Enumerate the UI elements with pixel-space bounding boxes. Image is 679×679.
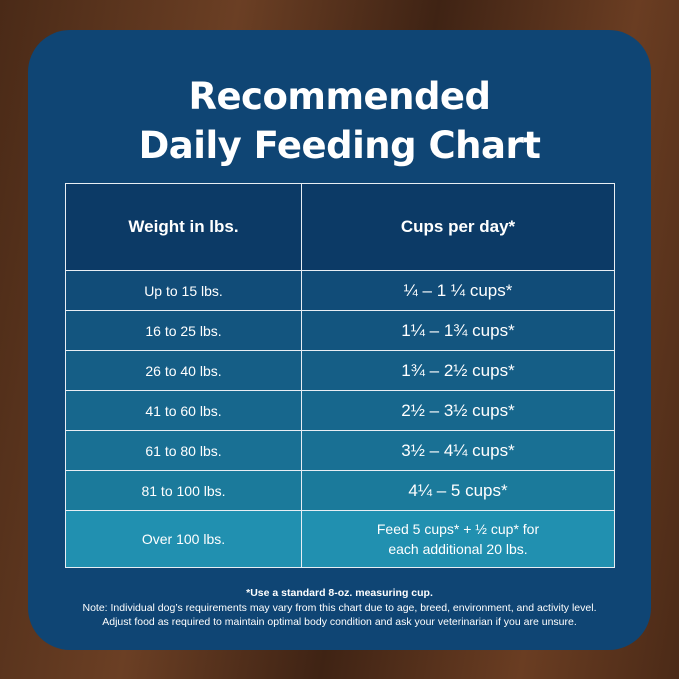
- table-row: 81 to 100 lbs. 4¼ – 5 cups*: [65, 470, 615, 511]
- column-header: Cups per day*: [301, 183, 615, 271]
- table-row: 61 to 80 lbs. 3½ – 4¼ cups*: [65, 430, 615, 471]
- table-row: Up to 15 lbs. ¼ – 1 ¼ cups*: [65, 270, 615, 311]
- table-row: 26 to 40 lbs. 1¾ – 2½ cups*: [65, 350, 615, 391]
- card: Recommended Daily Feeding Chart Weight i…: [28, 30, 651, 650]
- feeding-table: Weight in lbs. Cups per day* Up to 15 lb…: [65, 183, 615, 568]
- table-row: Over 100 lbs. Feed 5 cups* + ½ cup* for ea…: [65, 510, 615, 568]
- table-cell: 16 to 25 lbs.: [65, 310, 302, 351]
- table-cell: Feed 5 cups* + ½ cup* for each additional…: [301, 510, 615, 568]
- table-cell: 1¼ – 1¾ cups*: [301, 310, 615, 351]
- title-line: Recommended: [188, 75, 491, 118]
- cell-line: each additional 20 lbs.: [388, 541, 528, 557]
- title: Recommended Daily Feeding Chart: [28, 72, 651, 170]
- note-line: Adjust food as required to maintain opti…: [102, 616, 577, 628]
- table-body: Up to 15 lbs. ¼ – 1 ¼ cups* 16 to 25 lbs. 1…: [65, 270, 615, 568]
- table-cell: Over 100 lbs.: [65, 510, 302, 568]
- table-cell: ¼ – 1 ¼ cups*: [301, 270, 615, 311]
- table-cell: Up to 15 lbs.: [65, 270, 302, 311]
- column-header: Weight in lbs.: [65, 183, 302, 271]
- table-cell: 81 to 100 lbs.: [65, 470, 302, 511]
- table-cell: 1¾ – 2½ cups*: [301, 350, 615, 391]
- table-cell: 41 to 60 lbs.: [65, 390, 302, 431]
- table-row: 41 to 60 lbs. 2½ – 3½ cups*: [65, 390, 615, 431]
- table-cell: 4¼ – 5 cups*: [301, 470, 615, 511]
- header-row: Weight in lbs. Cups per day*: [65, 183, 615, 271]
- note-line: Note: Individual dog’s requirements may …: [82, 601, 597, 614]
- table-cell: 26 to 40 lbs.: [65, 350, 302, 391]
- footer: *Use a standard 8-oz. measuring cup. Not…: [28, 586, 651, 630]
- table-cell: 3½ – 4¼ cups*: [301, 430, 615, 471]
- table-row: 16 to 25 lbs. 1¼ – 1¾ cups*: [65, 310, 615, 351]
- table-cell: 61 to 80 lbs.: [65, 430, 302, 471]
- title-line: Daily Feeding Chart: [138, 124, 541, 167]
- table-cell: 2½ – 3½ cups*: [301, 390, 615, 431]
- cell-line: Feed 5 cups* + ½ cup* for: [376, 521, 540, 537]
- measure-note: *Use a standard 8-oz. measuring cup.: [246, 587, 433, 599]
